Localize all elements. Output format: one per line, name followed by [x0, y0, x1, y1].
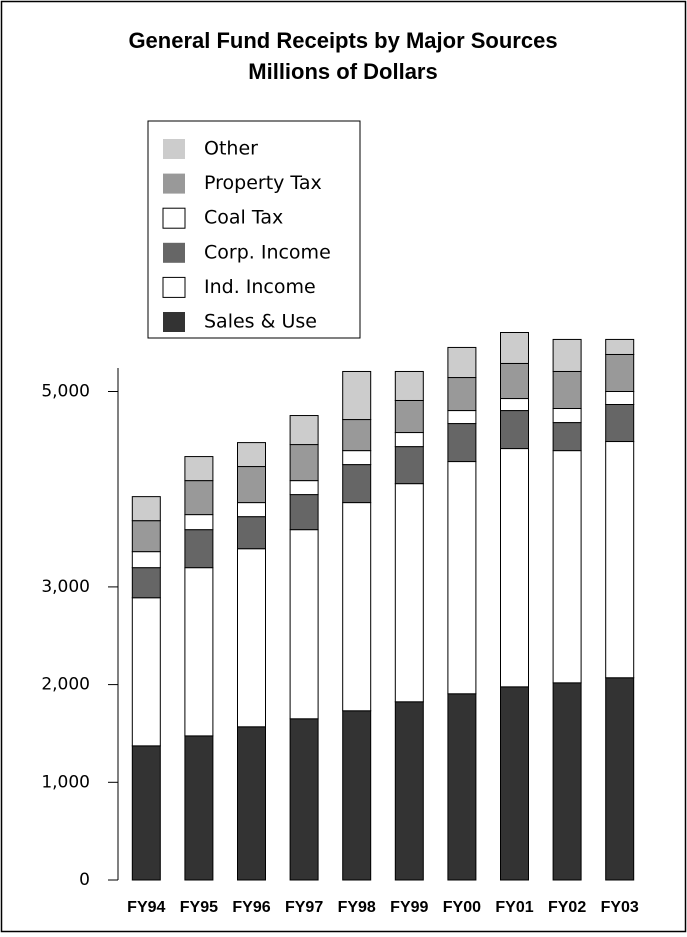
x-tick-label: FY94	[127, 899, 165, 916]
bar-segment	[289, 444, 319, 482]
bar-segment	[342, 419, 372, 452]
bar-segment	[237, 502, 266, 518]
bar-segment	[289, 415, 319, 446]
legend-label: Ind. Income	[204, 276, 316, 298]
bar-segment	[552, 682, 582, 881]
bar-segment	[237, 726, 266, 881]
bar-segment	[500, 448, 529, 688]
bar-segment	[237, 466, 266, 504]
bar-segment	[184, 735, 214, 881]
bar-segment	[605, 391, 635, 405]
x-tick-label: FY01	[495, 899, 533, 916]
bar-segment	[394, 432, 424, 448]
legend-swatch	[162, 276, 186, 298]
x-tick-label: FY96	[232, 899, 270, 916]
bar-segment	[552, 450, 582, 684]
legend-swatch	[163, 173, 185, 194]
bar-segment	[237, 442, 266, 468]
bar-segment	[184, 567, 214, 737]
bar-segment	[605, 353, 635, 393]
bar-segment	[447, 377, 477, 412]
bar-segment	[131, 745, 161, 881]
bar-segment	[605, 403, 635, 443]
bar-segment	[447, 423, 477, 463]
bar-segment	[500, 362, 529, 400]
bar-segment	[552, 338, 582, 372]
bar-segment	[605, 338, 635, 355]
bar-segment	[394, 399, 424, 434]
legend-label: Sales & Use	[204, 311, 317, 333]
bar-segment	[342, 464, 372, 504]
chart-title: General Fund Receipts by Major Sources	[128, 28, 557, 53]
chart-subtitle: Millions of Dollars	[248, 59, 437, 84]
bar-segment	[447, 693, 477, 881]
bar-segment	[131, 520, 161, 553]
bar-segment	[447, 461, 477, 695]
x-tick-label: FY98	[338, 899, 376, 916]
bar-segment	[184, 480, 214, 516]
legend-label: Other	[204, 138, 258, 160]
bar-segment	[394, 370, 424, 401]
bar-segment	[500, 398, 529, 412]
bar-segment	[552, 422, 582, 452]
bar-segment	[342, 710, 372, 881]
bar-segment	[605, 677, 635, 881]
legend-swatch	[163, 312, 185, 332]
bar-segment	[184, 514, 214, 531]
x-tick-label: FY95	[180, 899, 218, 916]
bar-segment	[342, 370, 372, 421]
bar-segment	[394, 446, 424, 485]
bar-segment	[342, 450, 372, 466]
bar-segment	[552, 370, 582, 410]
bar-segment	[184, 456, 214, 482]
bar-segment	[605, 441, 635, 679]
x-tick-label: FY00	[443, 899, 481, 916]
y-tick-label: 3,000	[41, 577, 90, 597]
bar-segment	[289, 494, 319, 531]
bar-segment	[500, 686, 529, 881]
x-tick-label: FY99	[390, 899, 428, 916]
bar-segment	[447, 346, 477, 379]
y-tick-label: 5,000	[41, 382, 90, 402]
bar-segment	[342, 502, 372, 712]
bar-segment	[131, 597, 161, 747]
bar-segment	[289, 529, 319, 720]
bar-segment	[500, 410, 529, 450]
y-tick-label: 0	[79, 870, 90, 890]
bar-segment	[289, 718, 319, 881]
bar-segment	[237, 548, 266, 728]
bar-segment	[552, 408, 582, 424]
x-tick-label: FY03	[601, 899, 639, 916]
x-tick-label: FY02	[548, 899, 586, 916]
bar-segment	[500, 331, 529, 364]
bar-segment	[394, 483, 424, 703]
y-tick-label: 2,000	[41, 675, 90, 695]
legend-label: Corp. Income	[204, 241, 331, 263]
legend-swatch	[163, 139, 185, 159]
bar-segment	[447, 410, 477, 425]
bar-segment	[131, 551, 161, 569]
bar-segment	[131, 567, 161, 599]
legend-swatch	[162, 207, 186, 229]
legend-swatch	[163, 242, 185, 263]
legend-label: Property Tax	[204, 172, 322, 194]
bar-segment	[394, 701, 424, 881]
y-tick-label: 1,000	[41, 772, 90, 792]
bar-segment	[184, 529, 214, 569]
x-tick-label: FY97	[285, 899, 323, 916]
bar-segment	[237, 516, 266, 550]
bar-segment	[131, 496, 161, 522]
bar-segment	[289, 480, 319, 496]
legend-label: Coal Tax	[204, 207, 283, 229]
